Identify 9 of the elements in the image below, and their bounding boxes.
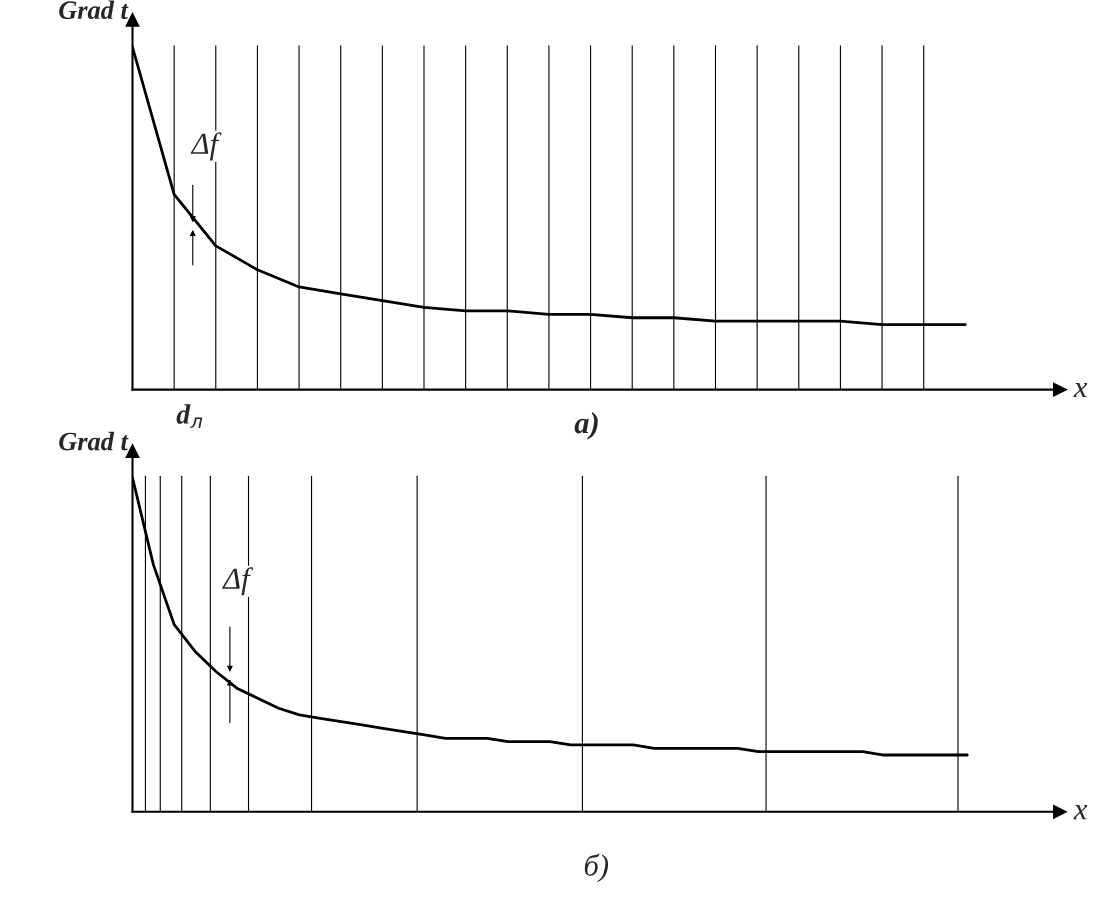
text: б) [584, 853, 609, 883]
y-axis-title: Grad t [59, 0, 129, 20]
annotation: Δf [222, 567, 254, 596]
text: d$_{л}$ [176, 404, 203, 429]
y-axis-title: Grad t [59, 431, 129, 451]
text: a) [574, 411, 598, 440]
x-axis-title: x [1073, 805, 1088, 820]
annotation: Δf [190, 132, 222, 161]
x-axis-title: x [1073, 382, 1088, 398]
